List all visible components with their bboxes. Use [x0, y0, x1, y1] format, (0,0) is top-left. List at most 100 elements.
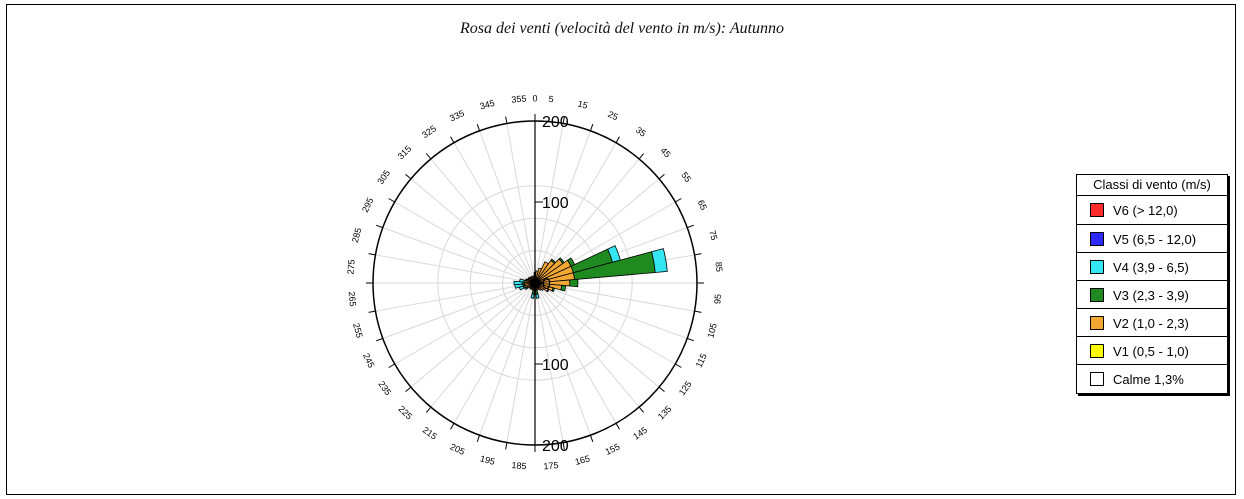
legend-label: V6 (> 12,0) — [1113, 202, 1178, 218]
outer-tick — [589, 124, 594, 131]
direction-label: 0 — [532, 93, 537, 103]
outer-tick — [376, 337, 383, 342]
outer-tick — [450, 423, 455, 430]
axis-tick-label: 200 — [542, 114, 569, 131]
grid-spoke — [534, 282, 564, 443]
legend-swatch — [1090, 344, 1104, 358]
direction-label: 245 — [361, 352, 376, 370]
outer-tick — [694, 253, 702, 256]
outer-tick — [425, 153, 432, 160]
legend-title: Classi di vento (m/s) — [1077, 175, 1227, 196]
outer-tick — [405, 173, 412, 180]
axis-tick-label: 100 — [542, 195, 569, 212]
direction-label: 335 — [448, 108, 466, 123]
grid-spoke — [453, 282, 536, 424]
direction-label: 15 — [577, 99, 589, 111]
direction-label: 285 — [350, 227, 364, 244]
wind-bar-segment — [546, 288, 550, 293]
direction-label: 175 — [543, 460, 559, 471]
direction-label: 75 — [707, 229, 719, 241]
legend-swatch — [1090, 260, 1104, 274]
direction-label: 355 — [511, 93, 527, 104]
direction-label: 295 — [360, 196, 375, 214]
outer-tick — [638, 406, 645, 413]
direction-label: 235 — [376, 379, 393, 397]
direction-label: 205 — [449, 441, 467, 456]
outer-tick — [615, 423, 620, 430]
outer-tick — [425, 406, 432, 413]
direction-label: 185 — [511, 460, 527, 471]
wind-bar-segment — [560, 284, 567, 292]
direction-label: 25 — [606, 109, 619, 122]
grid-spoke — [375, 254, 536, 284]
grid-spoke — [534, 282, 688, 339]
outer-tick — [694, 310, 702, 313]
grid-spoke — [394, 201, 536, 284]
chart-title: Rosa dei venti (velocità del vento in m/… — [459, 20, 785, 37]
legend-swatch — [1090, 288, 1104, 302]
outer-tick — [675, 363, 682, 368]
outer-tick — [687, 337, 694, 342]
wind-bar-segment — [651, 248, 668, 273]
legend-swatch — [1090, 372, 1104, 386]
outer-tick — [675, 198, 682, 203]
legend-swatch — [1090, 316, 1104, 330]
grid-spoke — [479, 130, 536, 284]
grid-spoke — [506, 123, 536, 284]
direction-label: 345 — [479, 98, 496, 112]
direction-label: 195 — [479, 453, 496, 467]
wind-bars — [513, 245, 668, 299]
grid-spoke — [534, 282, 591, 436]
legend-item-v4: V4 (3,9 - 6,5) — [1077, 252, 1227, 281]
wind-bar-segment — [535, 293, 540, 299]
wind-bar-segment — [551, 287, 556, 293]
legend-label: Calme 1,3% — [1113, 371, 1184, 387]
outer-tick — [388, 363, 395, 368]
grid-spoke — [534, 282, 617, 424]
legend-label: V2 (1,0 - 2,3) — [1113, 315, 1189, 331]
direction-label: 315 — [396, 144, 414, 162]
outer-tick — [368, 310, 376, 313]
outer-tick — [376, 224, 383, 229]
legend-swatch — [1090, 232, 1104, 246]
legend-item-v5: V5 (6,5 - 12,0) — [1077, 224, 1227, 253]
direction-label: 105 — [705, 322, 719, 339]
legend-item-v2: V2 (1,0 - 2,3) — [1077, 308, 1227, 337]
direction-label: 95 — [712, 294, 723, 305]
outer-tick — [450, 136, 455, 143]
direction-label: 225 — [396, 404, 414, 422]
outer-tick — [658, 386, 665, 393]
legend-item-v6: V6 (> 12,0) — [1077, 196, 1227, 224]
legend-item-calme: Calme 1,3% — [1077, 364, 1227, 393]
outer-tick — [505, 116, 508, 124]
grid-spoke — [394, 282, 536, 365]
grid-spoke — [534, 130, 591, 284]
outer-tick — [388, 198, 395, 203]
direction-label: 305 — [375, 168, 392, 186]
outer-tick — [562, 442, 565, 450]
legend-item-v1: V1 (0,5 - 1,0) — [1077, 336, 1227, 365]
direction-label: 275 — [345, 259, 356, 275]
wind-bar-segment — [519, 278, 525, 283]
direction-label: 325 — [420, 123, 438, 140]
grid-spoke — [430, 158, 536, 284]
legend-swatch — [1090, 203, 1104, 217]
direction-label: 45 — [658, 145, 672, 159]
axis-tick-label: 100 — [542, 357, 569, 374]
grid-spoke — [479, 282, 536, 436]
outer-tick — [476, 124, 481, 131]
grid-spoke — [382, 227, 536, 284]
grid-spoke — [375, 282, 536, 312]
outer-tick — [638, 153, 645, 160]
legend-label: V5 (6,5 - 12,0) — [1113, 231, 1197, 247]
grid-spoke — [410, 178, 536, 284]
legend-item-v3: V3 (2,3 - 3,9) — [1077, 280, 1227, 309]
wind-bar-segment — [530, 293, 535, 299]
direction-label: 215 — [421, 425, 439, 442]
outer-tick — [505, 442, 508, 450]
grid-spoke — [453, 142, 536, 284]
grid-spoke — [430, 282, 536, 408]
legend-label: V4 (3,9 - 6,5) — [1113, 259, 1189, 275]
